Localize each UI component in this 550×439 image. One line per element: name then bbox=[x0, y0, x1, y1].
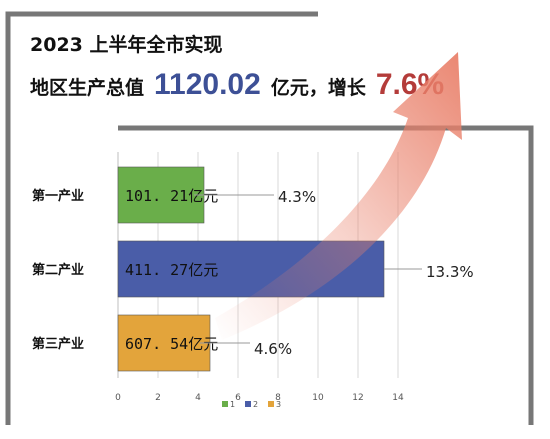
value-label: 101. 21亿元 bbox=[125, 187, 218, 205]
growth-label: 4.3% bbox=[278, 188, 316, 206]
legend-label: 2 bbox=[253, 400, 258, 409]
x-tick-label: 8 bbox=[275, 393, 281, 403]
gdp-value: 1120.02 bbox=[154, 68, 261, 101]
legend-label: 3 bbox=[276, 400, 281, 409]
title-line-2: 地区生产总值 1120.02 亿元，增长 7.6% bbox=[30, 68, 444, 102]
legend-label: 1 bbox=[230, 400, 235, 409]
gdp-unit: 亿元，增长 bbox=[270, 77, 366, 99]
frame-bottom-right bbox=[118, 125, 534, 425]
bar bbox=[117, 166, 205, 224]
category-label: 第三产业 bbox=[32, 336, 84, 352]
growth-arrow-icon bbox=[215, 52, 462, 340]
x-tick-label: 4 bbox=[195, 393, 201, 403]
x-tick-label: 14 bbox=[392, 393, 404, 403]
growth-label: 4.6% bbox=[254, 340, 292, 358]
legend-swatch bbox=[268, 401, 274, 407]
growth-label: 13.3% bbox=[426, 263, 474, 281]
x-tick-label: 6 bbox=[235, 393, 241, 403]
value-label: 411. 27亿元 bbox=[125, 261, 218, 279]
category-label: 第一产业 bbox=[32, 188, 84, 204]
x-tick-label: 0 bbox=[115, 393, 121, 403]
legend-swatch bbox=[245, 401, 251, 407]
x-tick-label: 2 bbox=[155, 393, 161, 403]
x-tick-label: 10 bbox=[312, 393, 324, 403]
title-prefix: 地区生产总值 bbox=[30, 77, 145, 99]
title-line-1: 2023 上半年全市实现 bbox=[30, 34, 223, 56]
bar bbox=[117, 314, 211, 372]
value-label: 607. 54亿元 bbox=[125, 335, 218, 353]
legend-swatch bbox=[222, 401, 228, 407]
frame-top-left bbox=[5, 11, 318, 425]
x-tick-label: 12 bbox=[352, 393, 363, 403]
category-label: 第二产业 bbox=[32, 262, 84, 278]
